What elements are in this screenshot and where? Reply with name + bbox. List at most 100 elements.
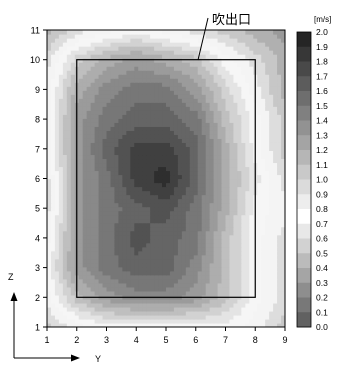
contour-cell [281, 98, 285, 103]
contour-cell [74, 302, 80, 308]
contour-cell [138, 114, 143, 119]
contour-cell [54, 222, 60, 228]
contour-cell [189, 218, 195, 224]
contour-cell [150, 290, 155, 296]
contour-cell [54, 282, 60, 288]
contour-cell [217, 42, 223, 47]
contour-cell [118, 214, 123, 220]
contour-cell [257, 82, 262, 87]
contour-cell [245, 274, 250, 280]
contour-cell [241, 282, 246, 288]
contour-cell [197, 210, 203, 216]
y-arrow-icon [71, 354, 80, 362]
contour-cell [150, 154, 155, 160]
contour-cell [233, 122, 238, 127]
y-tick-label: 9 [35, 85, 40, 95]
contour-cell [118, 250, 123, 256]
contour-cell [209, 306, 215, 312]
contour-cell [106, 226, 112, 232]
contour-cell [225, 258, 231, 264]
contour-cell [114, 274, 119, 280]
contour-cell [166, 274, 171, 280]
contour-cell [181, 130, 187, 135]
contour-cell [162, 142, 167, 147]
contour-cell [102, 278, 108, 284]
contour-cell [90, 38, 96, 43]
contour-cell [209, 58, 215, 63]
contour-cell [217, 50, 223, 55]
contour-cell [229, 230, 235, 236]
contour-cell [114, 198, 119, 204]
contour-cell [126, 322, 131, 327]
contour-cell [134, 82, 139, 87]
contour-cell [126, 70, 131, 75]
contour-cell [118, 58, 123, 63]
contour-cell [74, 30, 80, 35]
contour-cell [54, 202, 60, 208]
contour-cell [197, 254, 203, 260]
contour-cell [169, 226, 175, 232]
contour-cell [261, 66, 266, 71]
contour-cell [225, 134, 231, 139]
contour-cell [114, 226, 119, 232]
contour-cell [86, 162, 92, 168]
contour-cell [66, 142, 72, 147]
contour-cell [86, 206, 92, 212]
contour-cell [213, 146, 219, 151]
contour-cell [158, 262, 163, 268]
contour-cell [146, 306, 151, 312]
contour-cell [118, 102, 123, 107]
contour-cell [245, 258, 250, 264]
contour-cell [162, 234, 167, 240]
contour-cell [185, 110, 191, 115]
contour-cell [197, 274, 203, 280]
contour-cell [205, 74, 211, 79]
contour-cell [257, 222, 262, 228]
contour-cell [126, 46, 131, 51]
contour-cell [166, 286, 171, 292]
contour-cell [106, 286, 112, 292]
contour-cell [150, 138, 155, 143]
contour-cell [86, 286, 92, 292]
contour-cell [142, 90, 147, 95]
contour-cell [265, 170, 270, 176]
contour-cell [265, 218, 270, 224]
contour-cell [225, 262, 231, 268]
contour-cell [114, 298, 119, 304]
contour-cell [173, 270, 179, 276]
contour-cell [257, 130, 262, 135]
contour-cell [257, 202, 262, 208]
contour-cell [130, 282, 135, 288]
contour-cell [221, 98, 227, 103]
contour-cell [122, 242, 127, 248]
contour-cell [162, 314, 167, 320]
contour-cell [249, 58, 254, 63]
contour-cell [114, 150, 119, 156]
contour-cell [257, 138, 262, 143]
contour-cell [130, 222, 135, 228]
contour-cell [225, 94, 231, 99]
contour-cell [193, 90, 199, 95]
contour-cell [166, 58, 171, 63]
contour-cell [54, 170, 60, 176]
contour-cell [134, 90, 139, 95]
contour-cell [241, 126, 246, 131]
contour-cell [181, 134, 187, 139]
contour-cell [189, 318, 195, 324]
contour-cell [221, 290, 227, 296]
contour-cell [102, 210, 108, 216]
contour-cell [189, 302, 195, 308]
contour-cell [54, 214, 60, 220]
contour-cell [241, 86, 246, 91]
contour-cell [154, 218, 159, 224]
contour-cell [185, 98, 191, 103]
contour-cell [181, 318, 187, 324]
y-tick-label: 8 [35, 115, 40, 125]
contour-cell [273, 246, 278, 252]
contour-cell [273, 74, 278, 79]
contour-cell [273, 254, 278, 260]
contour-cell [58, 178, 64, 184]
contour-cell [142, 266, 147, 272]
contour-cell [122, 182, 127, 188]
contour-cell [94, 86, 100, 91]
